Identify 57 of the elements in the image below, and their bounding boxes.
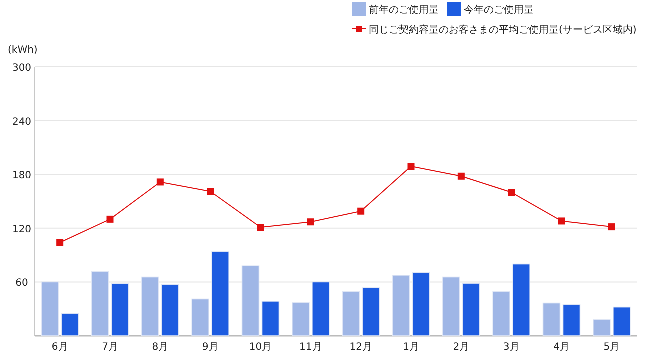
- x-tick-label: 6月: [52, 342, 68, 353]
- bar: [212, 251, 230, 336]
- bar: [312, 282, 330, 336]
- bar: [292, 302, 310, 336]
- point: [458, 172, 465, 180]
- x-tick-label: 10月: [249, 342, 272, 353]
- point: [358, 208, 365, 215]
- bar: [111, 284, 130, 336]
- bar: [412, 272, 430, 336]
- bar: [262, 301, 280, 336]
- legend-label: 今年のご使用量: [464, 4, 534, 16]
- point: [56, 239, 64, 246]
- legend-label: 同じご契約容量のお客さまの平均ご使用量(サービス区域内): [369, 24, 637, 36]
- bar: [162, 284, 180, 336]
- point: [156, 178, 164, 186]
- x-tick-label: 1月: [403, 342, 420, 353]
- point: [608, 224, 616, 231]
- bar: [61, 313, 79, 336]
- bar: [392, 275, 410, 336]
- y-tick-label: 240: [12, 116, 32, 128]
- point: [257, 224, 264, 232]
- point: [508, 189, 516, 196]
- y-tick-label: 180: [12, 170, 32, 182]
- bar: [242, 266, 260, 336]
- y-tick-label: 300: [12, 63, 32, 74]
- bar: [542, 302, 561, 336]
- bar: [342, 291, 360, 336]
- bar: [192, 298, 210, 336]
- x-tick-label: 8月: [152, 342, 169, 353]
- bar: [492, 291, 510, 336]
- bar: [442, 276, 460, 336]
- bar: [613, 306, 631, 336]
- x-tick-label: 12月: [350, 342, 372, 353]
- point: [558, 218, 566, 225]
- x-tick-label: 2月: [453, 342, 470, 353]
- bar: [362, 288, 380, 336]
- bar: [593, 319, 611, 336]
- point: [408, 163, 415, 170]
- x-tick-label: 5月: [604, 342, 620, 353]
- x-tick-label: 11月: [300, 342, 322, 353]
- y-tick-label: 60: [16, 278, 28, 290]
- y-tick-label: 120: [12, 224, 32, 236]
- x-tick-label: 4月: [554, 342, 570, 353]
- bar: [462, 283, 480, 336]
- bar: [91, 271, 110, 336]
- bar: [512, 264, 530, 336]
- x-tick-label: 9月: [202, 342, 219, 353]
- bar: [562, 304, 581, 336]
- bar: [41, 282, 59, 336]
- point: [307, 218, 314, 226]
- x-tick-label: 3月: [503, 342, 520, 353]
- bar: [142, 276, 160, 336]
- legend-label: 前年のご使用量: [369, 4, 439, 16]
- x-tick-label: 7月: [102, 342, 118, 353]
- point: [207, 188, 214, 196]
- y-axis-title: (kWh): [8, 45, 38, 56]
- point: [106, 216, 114, 223]
